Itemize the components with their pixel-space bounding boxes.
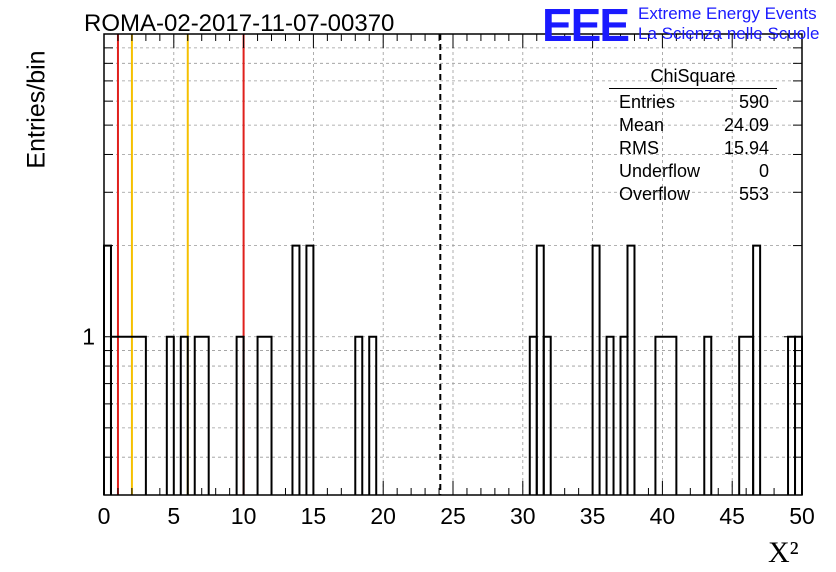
histogram-bar [305,244,315,495]
histogram-bar [109,335,147,495]
stats-label: Entries [619,92,676,112]
x-tick-label: 50 [789,503,815,529]
histogram-bar [738,335,755,495]
histogram-bar [787,335,797,495]
histogram-bar [368,335,378,495]
stats-value: 15.94 [723,138,769,158]
histogram-bar [703,335,713,495]
histogram-bar [528,335,538,495]
chart-title: ROMA-02-2017-11-07-00370 [84,10,395,37]
x-tick-label: 5 [167,503,180,529]
eee-tagline-2: La Scienza nelle Scuole [638,24,820,43]
stats-box: ChiSquare Entries 590 Mean 24.09 RMS 15.… [609,66,777,206]
stats-row-underflow: Underflow 0 [609,160,777,183]
histogram-bar [654,335,678,495]
histogram-bar [256,335,273,495]
stats-label: Overflow [619,184,691,204]
eee-logo: EEE [542,0,630,51]
stats-value: 590 [738,92,769,112]
histogram-bar [626,244,636,495]
x-axis-label: X² [768,536,799,569]
x-tick-label: 0 [98,503,111,529]
x-tick-label: 40 [650,503,676,529]
histogram-bar [354,335,364,495]
histogram-bar [605,335,615,495]
stats-row-mean: Mean 24.09 [609,114,777,137]
histogram-bar [591,244,601,495]
x-tick-label: 20 [370,503,396,529]
histogram-bar [291,244,301,495]
x-tick-label: 35 [580,503,606,529]
stats-value: 0 [758,161,769,181]
stats-row-overflow: Overflow 553 [609,183,777,206]
x-tick-label: 15 [301,503,327,529]
y-tick-label: 1 [82,324,95,350]
stats-value: 553 [738,184,769,204]
stats-value: 24.09 [723,115,769,135]
histogram-bar [542,335,552,495]
histogram-bar [165,335,175,495]
x-tick-label: 45 [719,503,745,529]
histogram-bar [794,335,803,495]
x-tick-label: 25 [440,503,466,529]
axis-ticks: 0 5 10 15 20 25 30 35 40 45 50 1 [82,34,815,529]
histogram-bar [235,335,245,495]
stats-title: ChiSquare [609,66,777,89]
stats-label: RMS [619,138,659,158]
eee-tagline-1: Extreme Energy Events [638,4,817,23]
histogram-bar [193,335,210,495]
histogram-bar [619,335,629,495]
x-tick-label: 30 [510,503,536,529]
histogram-bar [752,244,762,495]
x-tick-label: 10 [231,503,257,529]
histogram-bar [179,335,189,495]
y-axis-label: Entries/bin [22,50,51,169]
stats-row-entries: Entries 590 [609,91,777,114]
stats-label: Underflow [619,161,701,181]
histogram-bar [535,244,545,495]
stats-label: Mean [619,115,665,135]
stats-row-rms: RMS 15.94 [609,137,777,160]
